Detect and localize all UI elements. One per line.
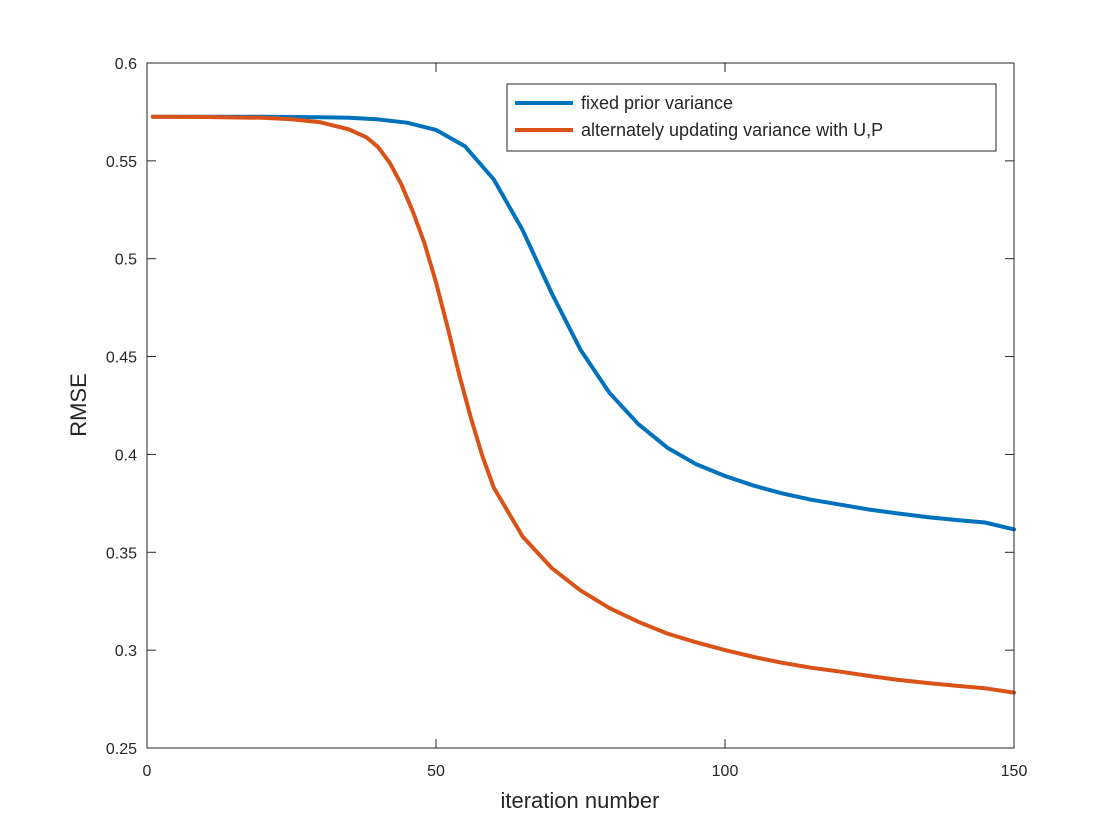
y-tick-label: 0.5 xyxy=(115,252,137,269)
axes-box xyxy=(146,62,1015,749)
y-tick-label: 0.4 xyxy=(115,447,137,464)
ticks-layer: 0 50 100 150 0.25 0.3 0.35 0.4 0.45 0.5 0.55 0.6 xyxy=(106,56,1028,780)
series-line-fixed-prior-variance xyxy=(150,114,1016,532)
x-tick-label: 50 xyxy=(427,763,445,780)
x-axis-label: iteration number xyxy=(501,788,660,813)
series-line-alternately-updating xyxy=(150,114,1016,695)
y-tick-label: 0.55 xyxy=(106,154,137,171)
plot-area-background xyxy=(147,63,1014,748)
x-tick-label: 0 xyxy=(143,763,152,780)
legend: fixed prior variance alternately updatin… xyxy=(506,83,997,152)
legend-box xyxy=(506,83,997,152)
y-axis-label: RMSE xyxy=(66,373,91,437)
y-tick-label: 0.6 xyxy=(115,56,137,73)
y-tick-label: 0.25 xyxy=(106,741,137,758)
series-layer xyxy=(150,114,1016,695)
legend-label-alternately-updating: alternately updating variance with U,P xyxy=(581,120,883,140)
y-tick-label: 0.3 xyxy=(115,643,137,660)
legend-label-fixed-prior-variance: fixed prior variance xyxy=(581,93,733,113)
y-tick-label: 0.35 xyxy=(106,545,137,562)
x-tick-label: 100 xyxy=(712,763,739,780)
x-tick-label: 150 xyxy=(1001,763,1028,780)
y-tick-label: 0.45 xyxy=(106,350,137,367)
